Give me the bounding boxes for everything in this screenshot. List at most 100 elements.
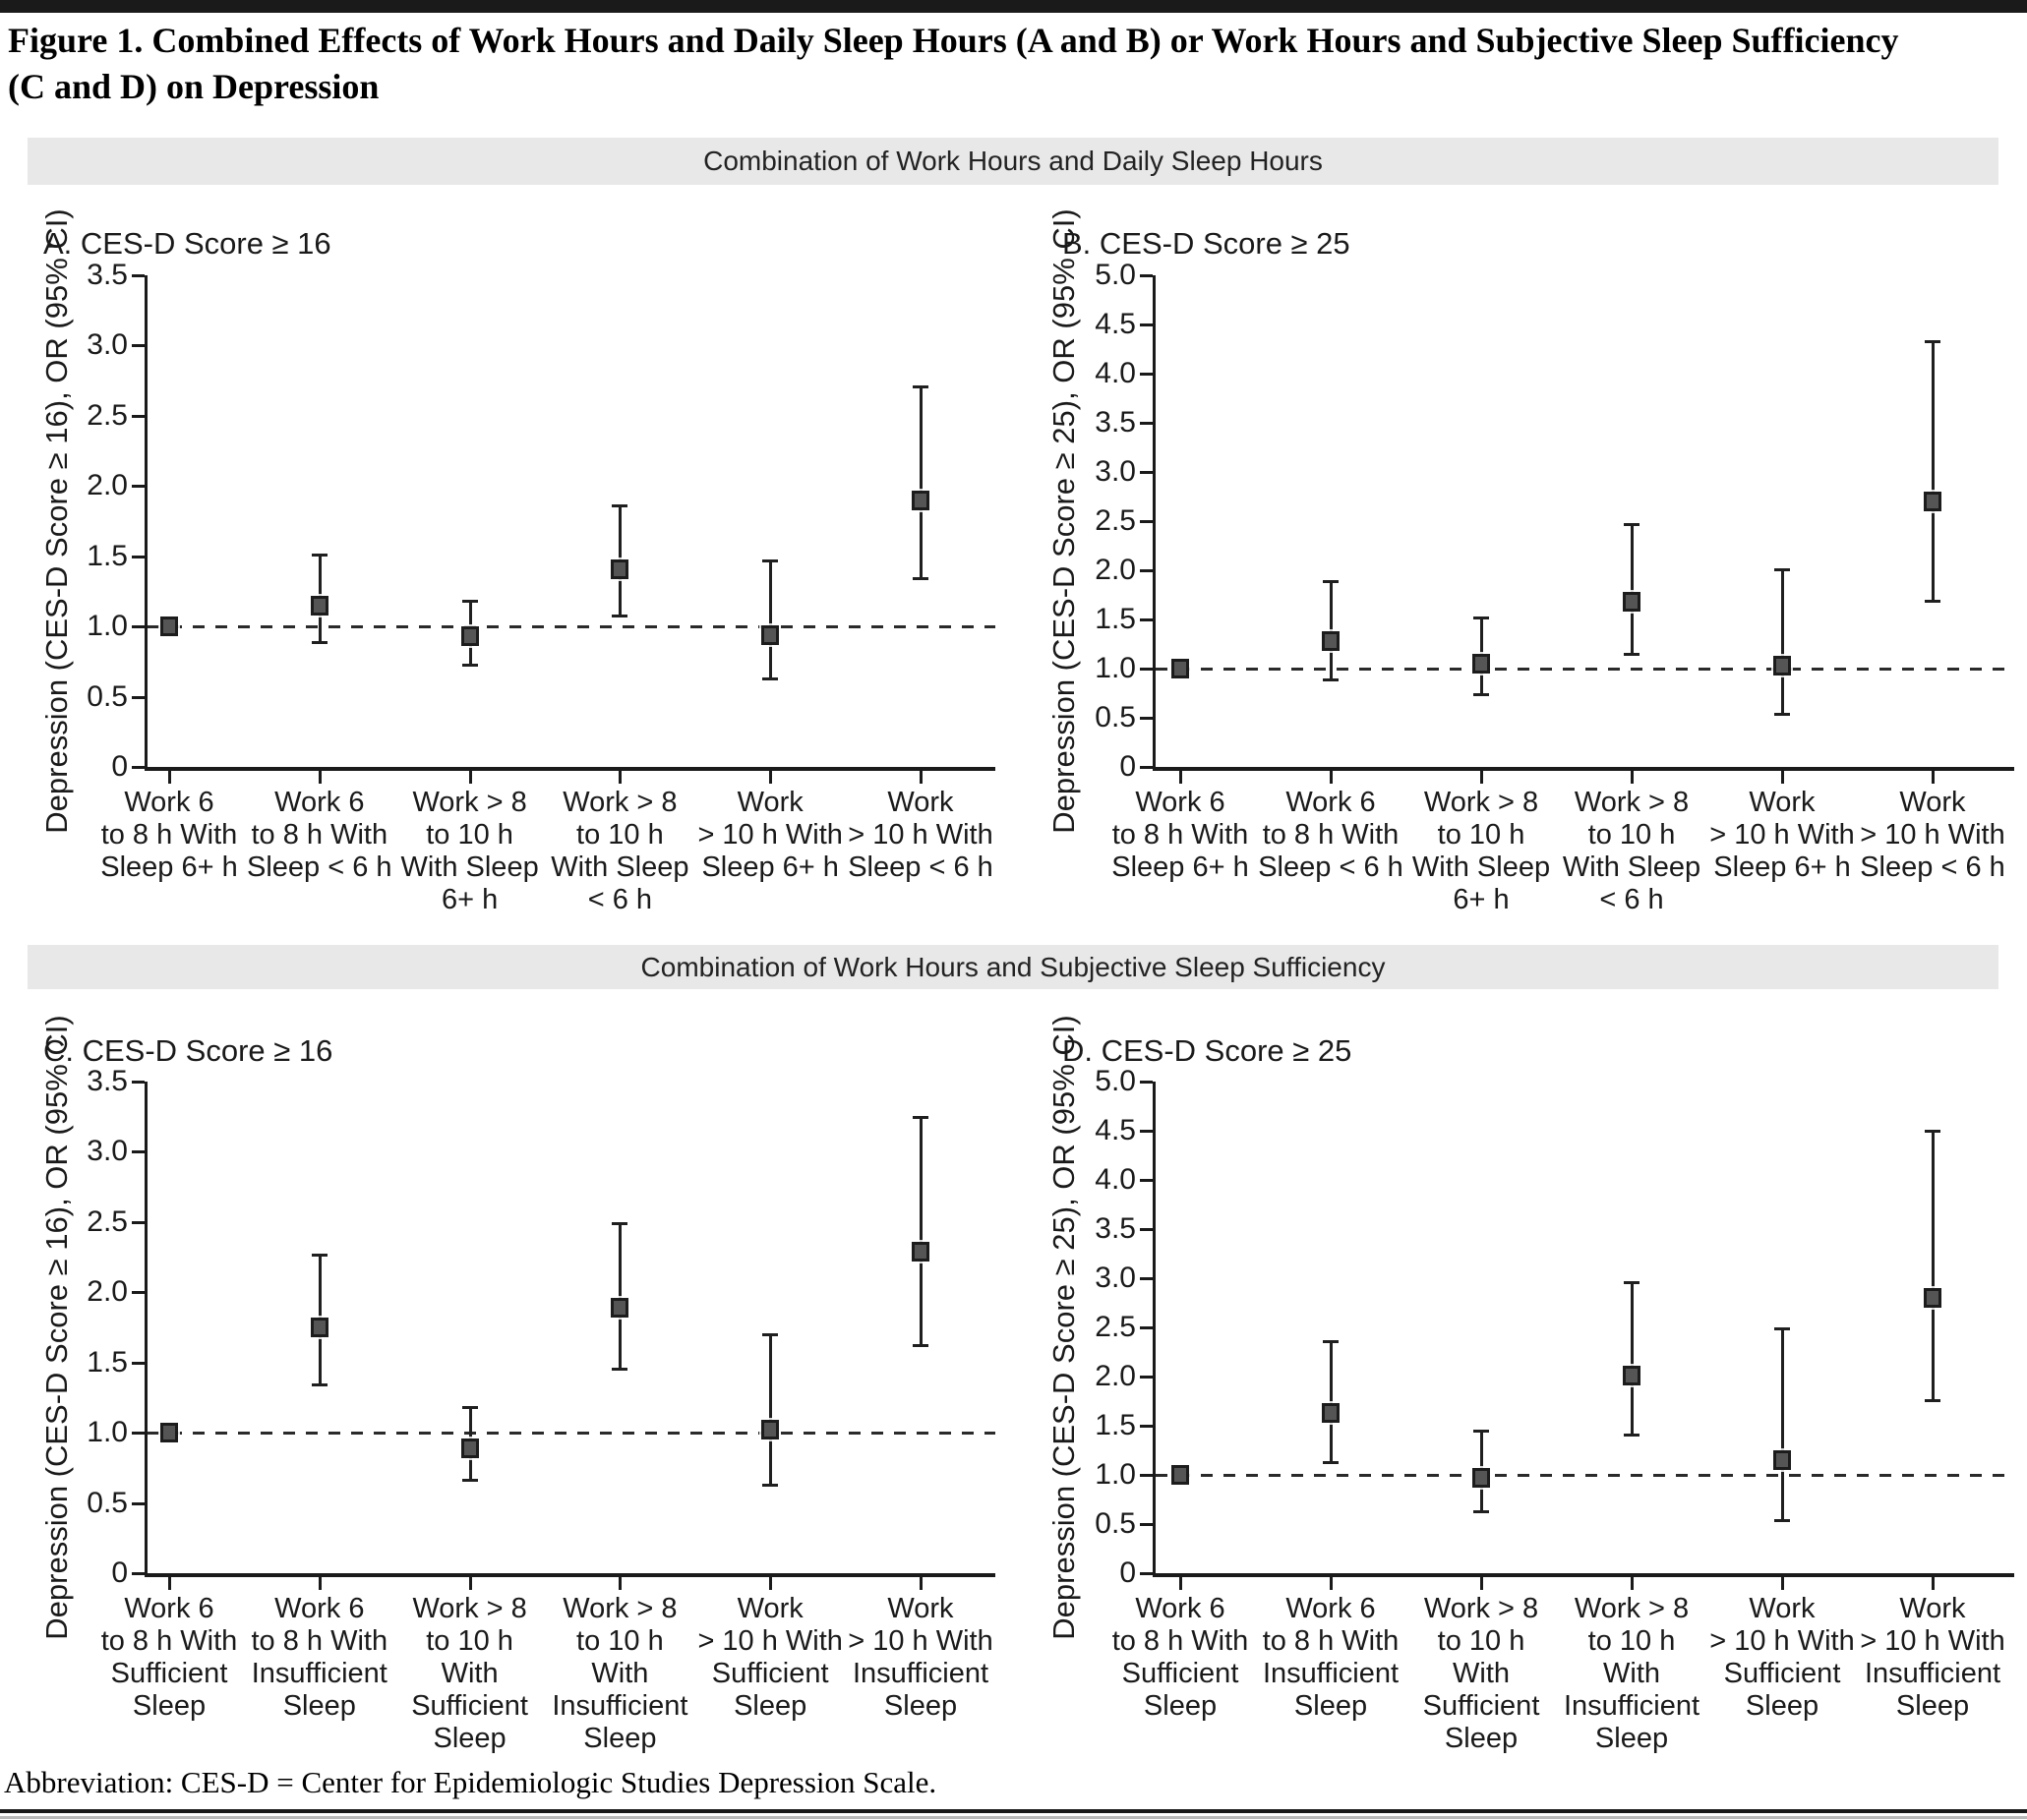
panel-a-y-tick (132, 344, 145, 348)
panel-c-x-category-label: Work > 10 h With Insufficient Sleep (817, 1593, 1024, 1723)
panel-d-x-axis-line (1153, 1573, 2014, 1577)
panel-d-y-tick (1140, 1326, 1153, 1329)
panel-d-y-tick (1140, 1376, 1153, 1379)
panel-b-y-tick (1140, 520, 1153, 523)
panel-c-y-tick-label: 2.5 (87, 1204, 128, 1238)
panel-c-x-category-label-line: Sleep (734, 1690, 807, 1722)
panel-c-x-tick (168, 1577, 171, 1590)
panel-d-x-category-label-line: Sufficient (1121, 1658, 1239, 1689)
panel-c-x-category-label-line: Work (887, 1593, 954, 1624)
panel-d-x-category-label-line: Work 6 (1285, 1593, 1376, 1624)
panel-a-error-bar-cap-bottom (461, 664, 478, 668)
panel-d-point-marker (1623, 1366, 1640, 1385)
panel-c-x-category-label: Work > 10 h With Sufficient Sleep (667, 1593, 873, 1723)
panel-b-y-axis-line (1153, 275, 1156, 771)
panel-c-x-category-label-line: > 10 h With (848, 1625, 993, 1657)
panel-a-x-category-label-line: < 6 h (587, 884, 653, 915)
panel-c-x-category-label: Work 6 to 8 h With Sufficient Sleep (66, 1593, 272, 1723)
panel-c-point-marker (160, 1423, 178, 1443)
panel-b-y-tick (1140, 569, 1153, 572)
panel-a-point-marker (160, 616, 178, 637)
panel-d-point-marker (1472, 1468, 1490, 1488)
panel-c-x-category-label-line: to 8 h With (251, 1625, 388, 1657)
panel-d-y-tick-label: 0.5 (1095, 1507, 1136, 1540)
panel-c-point-marker (611, 1298, 629, 1318)
panel-b-x-tick (1330, 771, 1333, 784)
panel-a-y-tick (132, 414, 145, 418)
panel-b-x-category-label-line: With Sleep (1562, 851, 1701, 883)
panel-c-y-tick (132, 1432, 145, 1436)
panel-a-error-bar-cap-top (311, 554, 328, 558)
panel-b-error-bar-cap-top (1323, 580, 1339, 583)
panel-a-y-tick (132, 625, 145, 629)
panel-d-y-tick-label: 2.5 (1095, 1311, 1136, 1343)
panel-d-error-bar-line (1631, 1282, 1634, 1436)
panel-a-x-category-label-line: Work > 8 (412, 787, 527, 818)
panel-d-y-tick (1140, 1179, 1153, 1182)
panel-b-y-tick-label: 1.0 (1095, 652, 1136, 684)
figure-title-line2: (C and D) on Depression (8, 67, 380, 106)
panel-d-error-bar-line (1932, 1131, 1935, 1401)
panel-c-error-bar-cap-bottom (612, 1367, 628, 1371)
panel-c-error-bar-cap-bottom (311, 1382, 328, 1386)
panel-b-x-category-label-line: Work 6 (1135, 787, 1225, 818)
panel-c-error-bar-line (769, 1334, 773, 1487)
panel-a-point-marker (912, 490, 929, 510)
panel-d-x-category-label-line: > 10 h With (1709, 1625, 1855, 1657)
panel-b-x-category-label: Work 6 to 8 h With Sleep 6+ h (1077, 787, 1283, 884)
panel-d-x-category-label-line: Sleep (1594, 1723, 1669, 1754)
panel-a-x-category-label: Work > 8 to 10 h With Sleep < 6 h (516, 787, 723, 916)
panel-a-x-category-label-line: Sleep < 6 h (247, 851, 392, 883)
panel-b-reference-line (1156, 668, 2014, 671)
panel-d-x-category-label-line: to 10 h (1587, 1625, 1676, 1657)
panel-d-x-tick (1179, 1577, 1182, 1590)
panel-d-point-marker (1773, 1450, 1791, 1470)
panel-b-error-bar-cap-top (1624, 523, 1639, 526)
panel-b-x-category-label: Work > 8 to 10 h With Sleep < 6 h (1528, 787, 1735, 916)
panel-d-y-tick-label: 1.0 (1095, 1458, 1136, 1491)
panel-d-error-bar-cap-bottom (1473, 1510, 1489, 1513)
panel-a-point-marker (761, 624, 780, 645)
panel-d-x-category-label-line: > 10 h With (1860, 1625, 2005, 1657)
panel-a-error-bar-cap-bottom (311, 641, 328, 645)
panel-a-x-tick (318, 771, 322, 784)
panel-b-x-category-label-line: < 6 h (1599, 884, 1664, 915)
panel-a-x-category-label-line: Work 6 (124, 787, 214, 818)
panel-a-x-category-label-line: Work > 8 (563, 787, 678, 818)
panel-a-x-category-label: Work 6 to 8 h With Sleep < 6 h (216, 787, 423, 884)
panel-a-x-tick (619, 771, 623, 784)
panel-d-x-category-label-line: With (1603, 1658, 1660, 1689)
panel-c-x-category-label-line: Work > 8 (563, 1593, 678, 1624)
panel-a-x-category-label-line: to 8 h With (251, 819, 388, 851)
panel-a-error-bar-cap-bottom (762, 677, 779, 681)
panel-d-point-marker (1924, 1288, 1941, 1308)
panel-b-x-tick (1631, 771, 1634, 784)
panel-b-point-marker (1322, 631, 1340, 651)
panel-b-y-tick (1140, 373, 1153, 376)
panel-d-x-category-label-line: Sleep (1895, 1690, 1970, 1722)
panel-b-y-tick (1140, 717, 1153, 720)
panel-c-x-category-label-line: Work 6 (274, 1593, 365, 1624)
panel-a-x-category-label-line: to 10 h (576, 819, 664, 851)
panel-c-x-category-label-line: Sleep (583, 1723, 657, 1754)
panel-d-x-category-label-line: With (1453, 1658, 1510, 1689)
panel-a-y-tick-label: 2.5 (87, 398, 128, 432)
panel-b-y-tick-label: 2.5 (1095, 504, 1136, 537)
panel-b-x-category-label-line: Work > 8 (1423, 787, 1539, 818)
panel-c-x-category-label-line: Work 6 (124, 1593, 214, 1624)
panel-a-x-category-label-line: With Sleep (400, 851, 539, 883)
panel-c-x-category-label-line: to 8 h With (100, 1625, 238, 1657)
section-banner-daily-sleep: Combination of Work Hours and Daily Slee… (28, 138, 1998, 185)
panel-d-x-category-label-line: Sleep (1143, 1690, 1218, 1722)
panel-a-x-tick (168, 771, 171, 784)
panel-c-x-category-label-line: Sleep (883, 1690, 958, 1722)
panel-b-x-tick (1781, 771, 1784, 784)
top-border-bar (0, 0, 2027, 13)
bottom-rule-dark (0, 1809, 2027, 1813)
panel-b-x-category-label-line: to 8 h With (1111, 819, 1249, 851)
panel-d-x-tick (1932, 1577, 1935, 1590)
panel-c-y-tick (132, 1501, 145, 1505)
panel-d-x-category-label-line: Work > 8 (1423, 1593, 1539, 1624)
panel-b-y-tick (1140, 766, 1153, 769)
panel-d-error-bar-line (1781, 1328, 1784, 1521)
